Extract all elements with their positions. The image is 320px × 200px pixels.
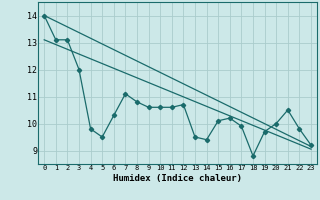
X-axis label: Humidex (Indice chaleur): Humidex (Indice chaleur) [113, 174, 242, 183]
